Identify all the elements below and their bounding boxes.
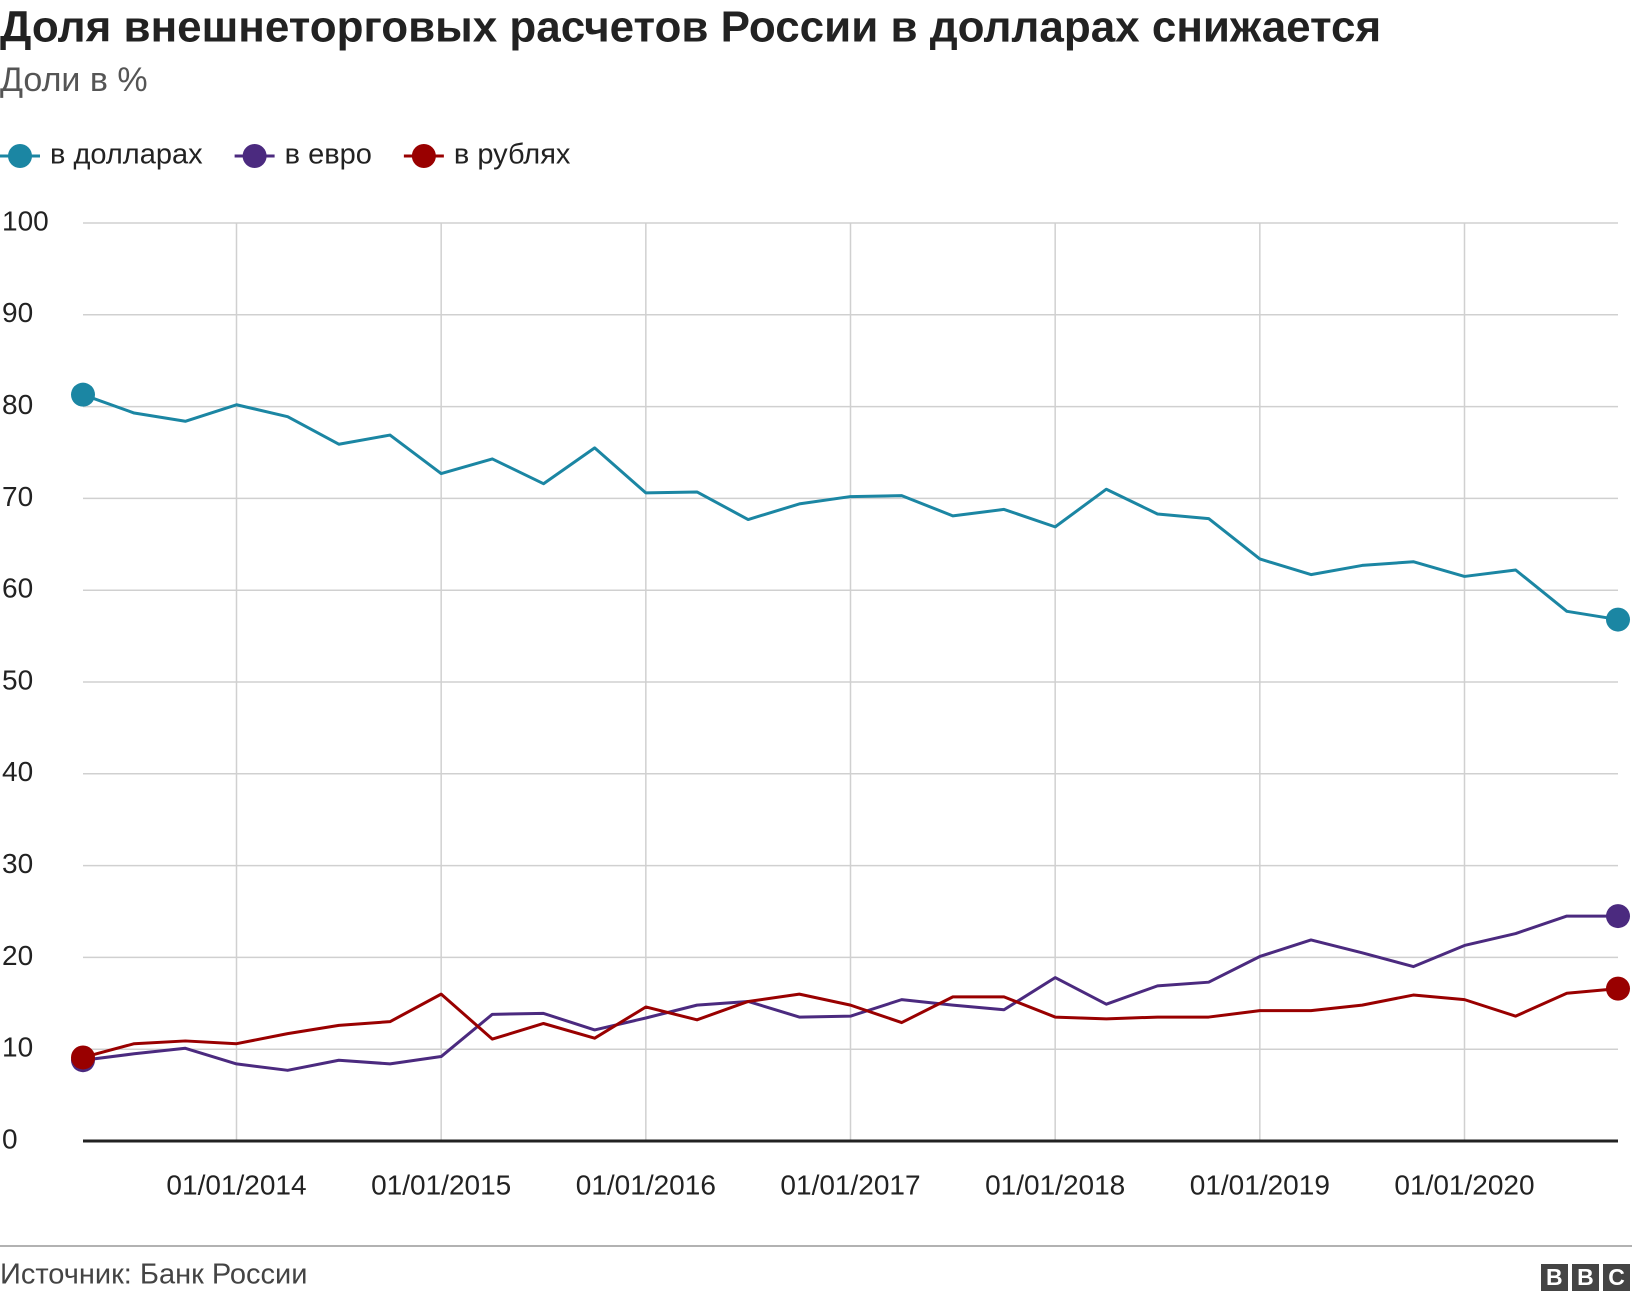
y-tick-label: 70 bbox=[2, 481, 33, 512]
end-marker bbox=[1606, 976, 1630, 1001]
y-tick-label: 30 bbox=[2, 848, 33, 879]
legend-marker bbox=[411, 144, 436, 168]
x-tick-label: 01/01/2020 bbox=[1394, 1169, 1534, 1200]
series-line bbox=[82, 393, 1619, 622]
y-tick-label: 60 bbox=[2, 573, 33, 604]
x-tick-label: 01/01/2018 bbox=[985, 1169, 1125, 1200]
chart-subtitle: Доли в % bbox=[0, 61, 148, 99]
end-marker bbox=[1606, 904, 1630, 929]
legend-marker bbox=[242, 144, 267, 168]
legend-label: в евро bbox=[285, 139, 372, 171]
series-line bbox=[82, 987, 1619, 1059]
x-tick-label: 01/01/2017 bbox=[780, 1169, 920, 1200]
y-tick-label: 80 bbox=[2, 389, 33, 420]
x-tick-label: 01/01/2014 bbox=[166, 1169, 306, 1200]
logo-box bbox=[1603, 1264, 1630, 1291]
chart-title: Доля внешнеторговых расчетов России в до… bbox=[0, 3, 1381, 52]
legend-label: в долларах bbox=[50, 139, 203, 171]
series-line bbox=[82, 914, 1618, 1072]
y-tick-label: 20 bbox=[2, 940, 33, 971]
y-tick-label: 40 bbox=[2, 756, 33, 787]
logo-box bbox=[1572, 1264, 1599, 1291]
brand-logo: BBC bbox=[1541, 1264, 1632, 1291]
y-tick-label: 90 bbox=[2, 297, 33, 328]
logo-box bbox=[1541, 1264, 1568, 1291]
end-marker bbox=[71, 1045, 95, 1070]
source: Источник: Банк России bbox=[0, 1259, 307, 1291]
x-tick-label: 01/01/2019 bbox=[1190, 1169, 1330, 1200]
legend-label: в рублях bbox=[454, 139, 571, 171]
end-marker bbox=[71, 382, 95, 407]
y-tick-label: 100 bbox=[2, 205, 49, 236]
brand: BBC bbox=[1546, 1264, 1632, 1290]
x-tick-label: 01/01/2016 bbox=[576, 1169, 716, 1200]
y-tick-label: 0 bbox=[2, 1123, 18, 1154]
x-tick-label: 01/01/2015 bbox=[371, 1169, 511, 1200]
legend-marker bbox=[8, 144, 32, 168]
end-marker bbox=[1606, 607, 1630, 632]
y-tick-label: 50 bbox=[2, 664, 33, 695]
y-tick-label: 10 bbox=[2, 1032, 33, 1063]
